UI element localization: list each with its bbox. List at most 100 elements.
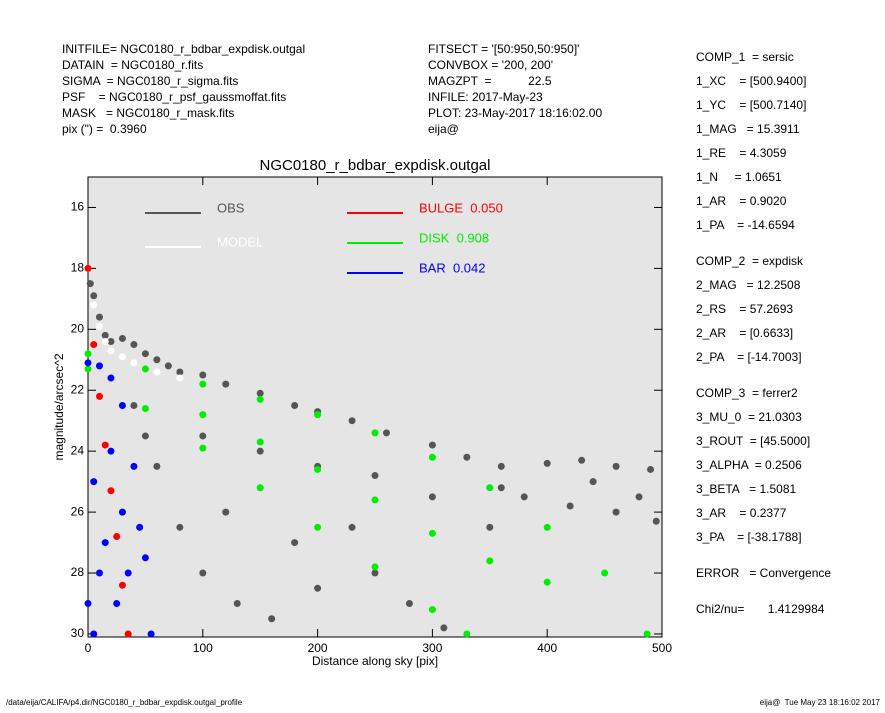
data-point — [136, 523, 144, 531]
data-point — [199, 411, 207, 419]
data-point — [314, 465, 322, 473]
data-point — [176, 374, 184, 382]
data-point — [635, 493, 643, 501]
data-point — [371, 472, 379, 480]
parameter: 1_YC = [500.7140] — [696, 98, 806, 112]
y-axis-label: magnitude/arcsec^2 — [52, 353, 66, 460]
legend-label: MODEL — [217, 234, 263, 249]
parameter: COMP_3 = ferrer2 — [696, 386, 798, 400]
data-point — [107, 338, 115, 346]
data-point — [428, 453, 436, 461]
chart-title: NGC0180_r_bdbar_expdisk.outgal — [260, 157, 491, 174]
data-point — [124, 569, 132, 577]
data-point — [95, 313, 103, 321]
data-point — [348, 523, 356, 531]
data-point — [101, 338, 109, 346]
data-point — [497, 484, 505, 492]
data-point — [463, 630, 471, 638]
data-point — [118, 353, 126, 361]
data-point — [107, 347, 115, 355]
data-point — [256, 438, 264, 446]
data-point — [107, 447, 115, 455]
data-point — [153, 356, 161, 364]
data-point — [268, 615, 276, 623]
data-point — [543, 459, 551, 467]
data-point — [164, 362, 172, 370]
data-point — [130, 401, 138, 409]
data-point — [141, 405, 149, 413]
header-line: FITSECT = '[50:950,50:950]' — [428, 42, 579, 56]
header-line: pix (") = 0.3960 — [62, 122, 147, 136]
parameter: 2_AR = [0.6633] — [696, 326, 793, 340]
data-point — [543, 523, 551, 531]
data-point — [141, 554, 149, 562]
data-point — [314, 411, 322, 419]
data-point — [101, 441, 109, 449]
legend-label: DISK 0.908 — [419, 230, 489, 245]
y-tick-label: 24 — [71, 443, 85, 457]
data-point — [291, 401, 299, 409]
data-point — [643, 630, 651, 638]
data-point — [291, 539, 299, 547]
data-point — [141, 432, 149, 440]
data-point — [486, 523, 494, 531]
data-point — [371, 563, 379, 571]
data-point — [118, 334, 126, 342]
parameter: 3_PA = [-38.1788] — [696, 530, 802, 544]
header-line: PLOT: 23-May-2017 18:16:02.00 — [428, 106, 602, 120]
data-point — [176, 368, 184, 376]
data-point — [141, 365, 149, 373]
data-point — [601, 569, 609, 577]
parameter: 3_BETA = 1.5081 — [696, 482, 797, 496]
data-point — [90, 478, 98, 486]
data-point — [440, 624, 448, 632]
data-point — [101, 539, 109, 547]
data-point — [147, 630, 155, 638]
data-point — [90, 292, 98, 300]
data-point — [222, 508, 230, 516]
parameter: 1_N = 1.0651 — [696, 170, 782, 184]
data-point — [428, 606, 436, 614]
data-point — [371, 496, 379, 504]
data-point — [371, 569, 379, 577]
data-point — [84, 350, 92, 358]
parameter: COMP_1 = sersic — [696, 50, 794, 64]
data-point — [84, 599, 92, 607]
data-point — [199, 371, 207, 379]
data-point — [86, 280, 94, 288]
data-point — [199, 444, 207, 452]
data-point — [118, 401, 126, 409]
y-tick-label: 30 — [71, 626, 85, 640]
data-point — [130, 462, 138, 470]
data-point — [647, 465, 655, 473]
header-line: INITFILE= NGC0180_r_bdbar_expdisk.outgal — [62, 42, 305, 56]
data-point — [233, 599, 241, 607]
data-point — [107, 374, 115, 382]
data-point — [222, 380, 230, 388]
data-point — [256, 484, 264, 492]
header-line: DATAIN = NGC0180_r.fits — [62, 58, 203, 72]
data-point — [176, 523, 184, 531]
data-point — [256, 447, 264, 455]
header-line: PSF = NGC0180_r_psf_gaussmoffat.fits — [62, 90, 286, 104]
header-line: SIGMA = NGC0180_r_sigma.fits — [62, 74, 238, 88]
data-point — [314, 523, 322, 531]
data-point — [153, 462, 161, 470]
data-point — [107, 487, 115, 495]
y-tick-label: 18 — [71, 261, 85, 275]
data-point — [141, 350, 149, 358]
legend-label: OBS — [217, 200, 245, 215]
parameter: 3_ROUT = [45.5000] — [696, 434, 810, 448]
data-point — [84, 264, 92, 272]
header-line: MASK = NGC0180_r_mask.fits — [62, 106, 234, 120]
x-tick-label: 400 — [537, 641, 557, 655]
data-point — [566, 502, 574, 510]
header-line: eija@ — [428, 122, 459, 136]
parameter: Chi2/nu= 1.4129984 — [696, 602, 825, 616]
data-point — [520, 493, 528, 501]
data-point — [348, 417, 356, 425]
data-point — [256, 389, 264, 397]
footer-path: /data/eija/CALIFA/p4.dir/NGC0180_r_bdbar… — [6, 698, 243, 707]
data-point — [256, 395, 264, 403]
